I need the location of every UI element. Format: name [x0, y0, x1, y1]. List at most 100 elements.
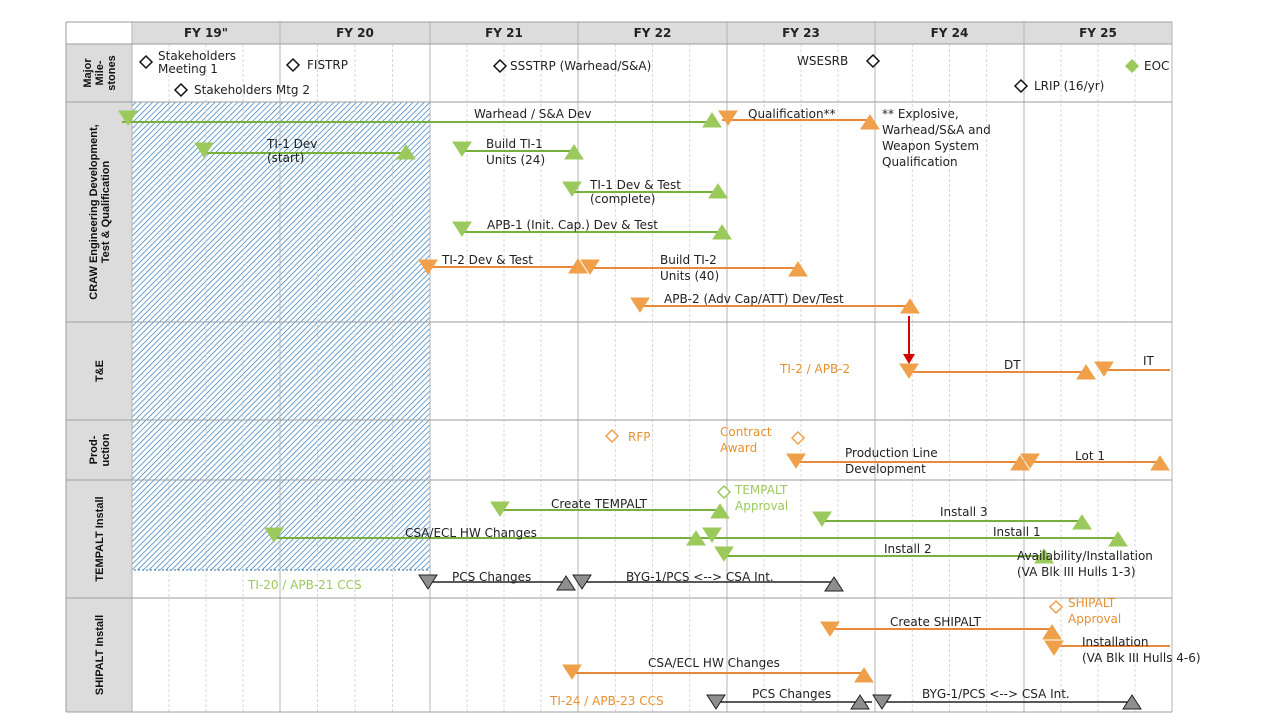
end-triangle-marker: [824, 576, 844, 592]
activity-label: PCS Changes: [752, 687, 831, 701]
lane-label-line: TEMPALT Install: [94, 496, 106, 581]
start-triangle-marker: [1094, 361, 1114, 377]
label-line: Stakeholders Mtg 2: [194, 83, 310, 97]
label-line: BYG-1/PCS <--> CSA Int.: [626, 570, 774, 584]
activity-label: Installation (VA Blk III Hulls 4-6): [1082, 635, 1201, 665]
start-triangle-marker: [264, 527, 284, 543]
year-header-label: FY 20: [336, 26, 374, 40]
end-triangle-marker: [1076, 364, 1096, 380]
start-triangle-marker: [194, 142, 214, 158]
label-line: EOC: [1144, 59, 1169, 73]
label-line: Development: [845, 462, 926, 476]
label-line: (VA Blk III Hulls 1-3): [1017, 565, 1136, 579]
end-triangle-marker: [854, 667, 874, 683]
start-triangle-marker: [1020, 453, 1040, 469]
milestone-diamond-icon: [716, 484, 732, 500]
end-triangle-marker: [1122, 694, 1142, 710]
label-line: Lot 1: [1075, 449, 1105, 463]
activity-label: DT: [1004, 358, 1021, 372]
activity-label: TI-24 / APB-23 CCS: [549, 694, 664, 708]
label-line: Install 1: [993, 525, 1041, 539]
activity-label: BYG-1/PCS <--> CSA Int.: [626, 570, 774, 584]
start-triangle-marker: [812, 511, 832, 527]
start-triangle-marker: [452, 221, 472, 237]
milestone-diamond-icon: [138, 54, 154, 70]
label-line: Installation: [1082, 635, 1148, 649]
activity-label: CSA/ECL HW Changes: [405, 526, 537, 540]
label-line: Warhead/S&A and: [882, 123, 991, 137]
end-triangle-marker: [702, 112, 722, 128]
activity-label: ** Explosive, Warhead/S&A and Weapon Syste…: [882, 107, 991, 169]
milestone-label: Stakeholders Meeting 1: [158, 49, 236, 76]
lane-label-line: Major: [82, 58, 94, 88]
end-triangle-marker: [396, 144, 416, 160]
start-triangle-marker: [490, 501, 510, 517]
label-line: LRIP (16/yr): [1034, 79, 1104, 93]
label-line: Contract: [720, 425, 772, 439]
lane-label-shipalt: SHIPALT Install: [94, 615, 106, 695]
start-triangle-marker: [1044, 640, 1064, 656]
elapsed-period-hatch: [131, 101, 431, 571]
start-triangle-marker: [706, 694, 726, 710]
activity-label: RFP: [628, 430, 650, 444]
end-triangle-marker: [568, 258, 588, 274]
activity-label: TI-2 Dev & Test: [441, 253, 533, 267]
label-line: Create SHIPALT: [890, 615, 982, 629]
activity-label: Build TI-2 Units (40): [660, 253, 719, 283]
start-triangle-marker: [418, 259, 438, 275]
label-line: (complete): [590, 192, 655, 206]
label-line: TEMPALT: [734, 483, 788, 497]
end-triangle-marker: [1042, 624, 1062, 640]
activity-label: Build TI-1 Units (24): [486, 137, 545, 167]
label-line: Approval: [1068, 612, 1121, 626]
lane-label-prod: Prod-uction: [88, 433, 112, 466]
label-line: APB-1 (Init. Cap.) Dev & Test: [487, 218, 658, 232]
year-header-band: [132, 22, 1172, 44]
end-triangle-marker: [1010, 455, 1030, 471]
milestone-diamond-icon: [1048, 599, 1064, 615]
label-line: BYG-1/PCS <--> CSA Int.: [922, 687, 1070, 701]
milestone-diamond-icon: [173, 82, 189, 98]
milestone-label: EOC: [1144, 59, 1169, 73]
milestone-diamond-icon: [492, 58, 508, 74]
label-line: Build TI-1: [486, 137, 543, 151]
end-triangle-marker: [788, 261, 808, 277]
start-triangle-marker: [786, 453, 806, 469]
end-triangle-marker: [860, 114, 880, 130]
label-line: TI-20 / APB-21 CCS: [247, 578, 362, 592]
start-triangle-marker: [452, 141, 472, 157]
label-line: APB-2 (Adv Cap/ATT) Dev/Test: [664, 292, 844, 306]
dependency-arrowhead: [903, 354, 915, 364]
start-triangle-marker: [872, 694, 892, 710]
lane-label-tempalt: TEMPALT Install: [94, 496, 106, 581]
lane-label-line: stones: [106, 55, 118, 90]
activity-label: TEMPALT Approval: [734, 483, 788, 513]
activity-label: Lot 1: [1075, 449, 1105, 463]
label-line: CSA/ECL HW Changes: [648, 656, 780, 670]
lane-label-line: uction: [100, 433, 112, 466]
label-line: Build TI-2: [660, 253, 717, 267]
end-triangle-marker: [564, 144, 584, 160]
activity-label: APB-2 (Adv Cap/ATT) Dev/Test: [664, 292, 844, 306]
end-triangle-marker: [1108, 531, 1128, 547]
label-line: Install 3: [940, 505, 988, 519]
year-header-label: FY 23: [782, 26, 820, 40]
label-line: Award: [720, 441, 757, 455]
label-line: Qualification**: [748, 107, 836, 121]
milestone-diamond-icon: [790, 430, 806, 446]
label-line: (start): [267, 151, 304, 165]
label-line: RFP: [628, 430, 650, 444]
label-line: TI-1 Dev: [266, 137, 317, 151]
activity-label: SHIPALT Approval: [1068, 596, 1121, 626]
activity-label: Warhead / S&A Dev: [474, 107, 592, 121]
label-line: WSESRB: [797, 54, 848, 68]
lane-label-line: Prod-: [88, 435, 100, 464]
end-triangle-marker: [1072, 514, 1092, 530]
end-triangle-marker: [1034, 548, 1054, 564]
activity-label: Create TEMPALT: [551, 497, 648, 511]
lane-label-line: T&E: [94, 360, 106, 382]
lane-label-te: T&E: [94, 360, 106, 382]
label-line: CSA/ECL HW Changes: [405, 526, 537, 540]
label-line: SSSTRP (Warhead/S&A): [510, 59, 651, 73]
